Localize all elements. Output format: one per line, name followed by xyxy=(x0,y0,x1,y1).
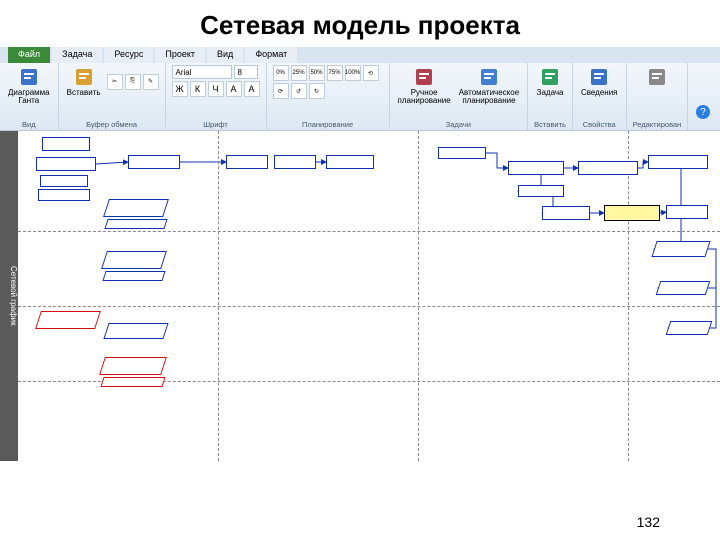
font-small-0[interactable]: Ж xyxy=(172,81,188,97)
node-n25[interactable] xyxy=(666,321,713,335)
page-number: 132 xyxy=(637,514,660,530)
small-btn-3-2[interactable]: 50% xyxy=(309,65,325,81)
small-btn-3-4[interactable]: 100% xyxy=(345,65,361,81)
node-n27[interactable] xyxy=(100,377,165,387)
node-n20[interactable] xyxy=(102,271,165,281)
link-layer xyxy=(18,131,720,461)
small-btn-3-0[interactable]: 0% xyxy=(273,65,289,81)
small-btn-3-5[interactable]: ⟲ xyxy=(363,65,379,81)
node-n23[interactable] xyxy=(35,311,101,329)
group-label-1: Буфер обмена xyxy=(86,120,137,129)
node-n21[interactable] xyxy=(651,241,710,257)
info-icon xyxy=(588,66,610,88)
font-size-box[interactable]: 8 xyxy=(234,65,258,79)
tab-4[interactable]: Вид xyxy=(207,47,243,63)
grid-hline-0 xyxy=(18,231,720,232)
ribbon: ДиаграммаГантаВидВставить✂⎘✎Буфер обмена… xyxy=(0,63,720,131)
small-btn-3-7[interactable]: ↺ xyxy=(291,83,307,99)
small-btn-3-3[interactable]: 75% xyxy=(327,65,343,81)
group-label-0: Вид xyxy=(22,120,36,129)
group-label-3: Планирование xyxy=(302,120,353,129)
small-btn-3-6[interactable]: ⟳ xyxy=(273,83,289,99)
node-n15[interactable] xyxy=(604,205,660,221)
view-side-label: Сетевой график xyxy=(0,131,18,461)
node-n4[interactable] xyxy=(38,189,90,201)
node-n13[interactable] xyxy=(518,185,564,197)
auto-icon xyxy=(478,66,500,88)
diagram-canvas: Сетевой график xyxy=(0,131,720,461)
node-n14[interactable] xyxy=(542,206,590,220)
slide-title: Сетевая модель проекта xyxy=(0,0,720,47)
grid-vline-2 xyxy=(628,131,629,461)
node-n22[interactable] xyxy=(656,281,711,295)
network-diagram[interactable] xyxy=(18,131,720,461)
font-small-2[interactable]: Ч xyxy=(208,81,224,97)
small-btn-1-0[interactable]: ✂ xyxy=(107,74,123,90)
node-n24[interactable] xyxy=(103,323,168,339)
ribbon-btn-6-0[interactable]: Сведения xyxy=(579,65,620,98)
group-label-6: Свойства xyxy=(583,120,616,129)
node-n7[interactable] xyxy=(274,155,316,169)
ribbon-group-0: ДиаграммаГанта Вид xyxy=(0,63,59,130)
node-n26[interactable] xyxy=(99,357,167,375)
node-n5[interactable] xyxy=(128,155,180,169)
node-n3[interactable] xyxy=(40,175,88,187)
tab-5[interactable]: Формат xyxy=(245,47,297,63)
small-btn-1-1[interactable]: ⎘ xyxy=(125,74,141,90)
node-n18[interactable] xyxy=(104,219,167,229)
node-n19[interactable] xyxy=(101,251,167,269)
ribbon-group-2: Arial8ЖКЧAAШрифт xyxy=(166,63,267,130)
ribbon-btn-7-0[interactable] xyxy=(644,65,670,90)
font-name-box[interactable]: Arial xyxy=(172,65,232,79)
tab-2[interactable]: Ресурс xyxy=(104,47,153,63)
group-label-7: Редактирован xyxy=(633,120,682,129)
paste-icon xyxy=(73,66,95,88)
edit-icon xyxy=(646,66,668,88)
ribbon-group-3: 0%25%50%75%100%⟲ ⟳↺↻ Планирование xyxy=(267,63,390,130)
ribbon-tabs: ФайлЗадачаРесурсПроектВидФормат xyxy=(0,47,720,63)
node-n1[interactable] xyxy=(42,137,90,151)
node-n8[interactable] xyxy=(326,155,374,169)
ribbon-btn-4-0[interactable]: Ручноепланирование xyxy=(396,65,453,106)
group-label-2: Шрифт xyxy=(203,120,228,129)
tab-0[interactable]: Файл xyxy=(8,47,50,63)
group-label-5: Вставить xyxy=(534,120,566,129)
app-window: ФайлЗадачаРесурсПроектВидФормат Диаграмм… xyxy=(0,47,720,461)
small-btn-1-2[interactable]: ✎ xyxy=(143,74,159,90)
tab-1[interactable]: Задача xyxy=(52,47,102,63)
node-n2[interactable] xyxy=(36,157,96,171)
ribbon-group-6: Сведения Свойства xyxy=(573,63,627,130)
ribbon-group-1: Вставить✂⎘✎ Буфер обмена xyxy=(59,63,166,130)
node-n11[interactable] xyxy=(578,161,638,175)
task-icon xyxy=(539,66,561,88)
help-icon[interactable]: ? xyxy=(696,105,710,119)
grid-vline-1 xyxy=(418,131,419,461)
ribbon-btn-4-1[interactable]: Автоматическоепланирование xyxy=(457,65,521,106)
node-n16[interactable] xyxy=(666,205,708,219)
group-label-4: Задачи xyxy=(446,120,471,129)
node-n17[interactable] xyxy=(103,199,169,217)
ribbon-btn-5-0[interactable]: Задача xyxy=(535,65,566,98)
node-n9[interactable] xyxy=(438,147,486,159)
node-n12[interactable] xyxy=(648,155,708,169)
pin-icon xyxy=(413,66,435,88)
grid-vline-0 xyxy=(218,131,219,461)
font-small-3[interactable]: A xyxy=(226,81,242,97)
font-small-1[interactable]: К xyxy=(190,81,206,97)
ribbon-group-5: Задача Вставить xyxy=(528,63,573,130)
small-btn-3-1[interactable]: 25% xyxy=(291,65,307,81)
gantt-icon xyxy=(18,66,40,88)
font-small-4[interactable]: A xyxy=(244,81,260,97)
grid-hline-1 xyxy=(18,306,720,307)
node-n6[interactable] xyxy=(226,155,268,169)
small-btn-3-8[interactable]: ↻ xyxy=(309,83,325,99)
ribbon-group-7: Редактирован xyxy=(627,63,689,130)
ribbon-btn-0-0[interactable]: ДиаграммаГанта xyxy=(6,65,52,106)
ribbon-group-4: РучноепланированиеАвтоматическоепланиров… xyxy=(390,63,529,130)
node-n10[interactable] xyxy=(508,161,564,175)
ribbon-btn-1-0[interactable]: Вставить xyxy=(65,65,103,98)
tab-3[interactable]: Проект xyxy=(155,47,205,63)
